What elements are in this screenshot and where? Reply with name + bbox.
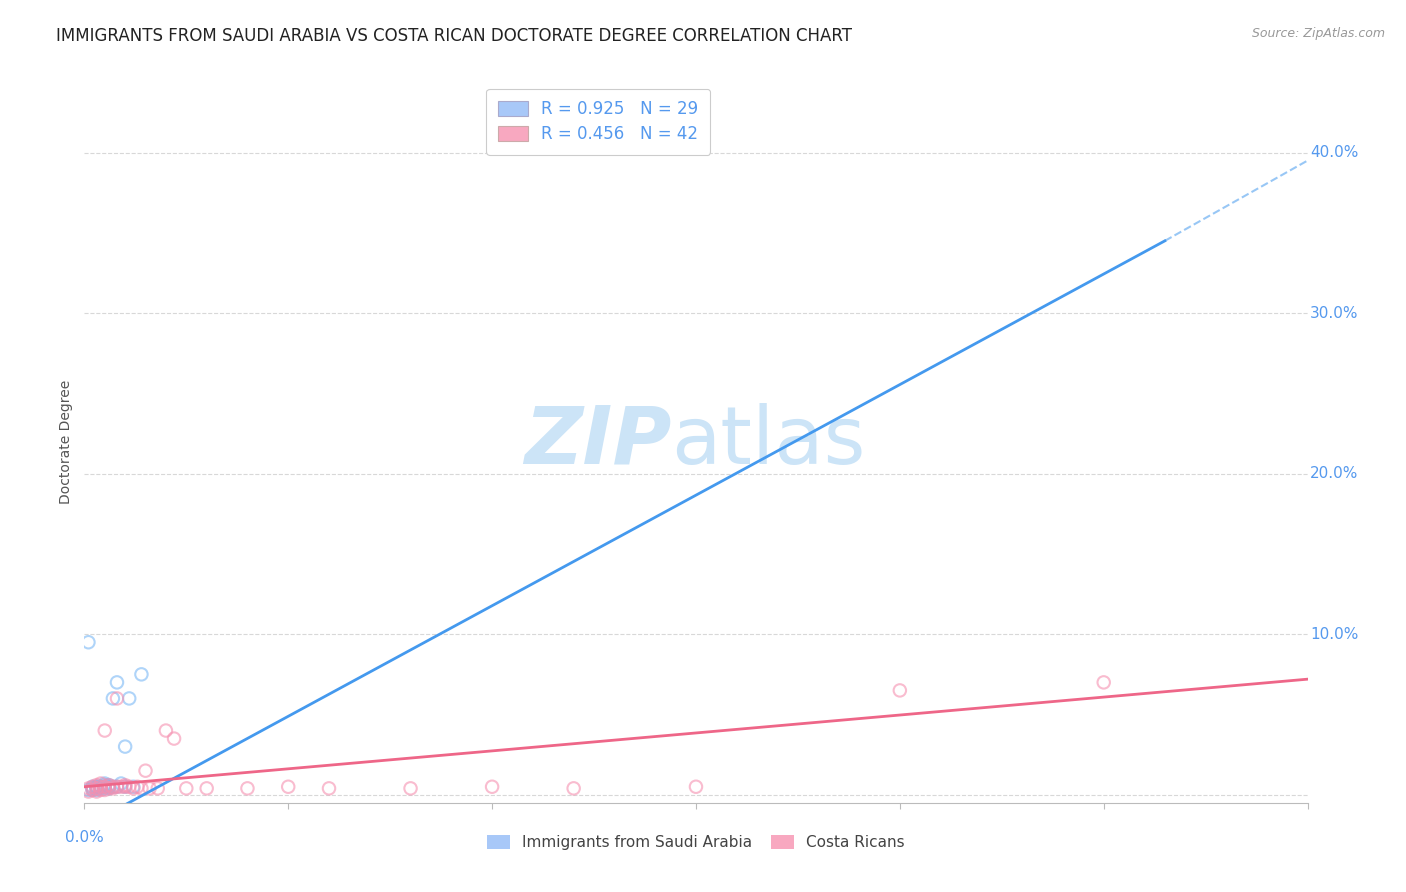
Point xyxy=(101,780,124,794)
Point xyxy=(127,780,149,794)
Point xyxy=(97,781,120,796)
Point xyxy=(118,691,141,706)
Point xyxy=(114,778,136,792)
Point xyxy=(101,781,124,796)
Point xyxy=(82,780,104,794)
Point xyxy=(86,780,108,794)
Point xyxy=(131,667,153,681)
Point xyxy=(101,780,124,794)
Point xyxy=(93,776,115,790)
Text: atlas: atlas xyxy=(672,402,866,481)
Point xyxy=(77,635,100,649)
Point xyxy=(90,783,112,797)
Point xyxy=(114,780,136,794)
Point xyxy=(481,780,503,794)
Point xyxy=(93,780,115,794)
Point xyxy=(90,780,112,794)
Point xyxy=(562,781,585,796)
Point xyxy=(93,723,115,738)
Legend: Immigrants from Saudi Arabia, Costa Ricans: Immigrants from Saudi Arabia, Costa Rica… xyxy=(481,830,911,856)
Point xyxy=(97,780,120,794)
Point xyxy=(399,781,422,796)
Point xyxy=(1092,675,1115,690)
Point xyxy=(163,731,186,746)
Point xyxy=(105,780,128,794)
Point xyxy=(195,781,218,796)
Point xyxy=(90,780,112,794)
Text: 20.0%: 20.0% xyxy=(1310,467,1358,481)
Point xyxy=(86,781,108,796)
Point xyxy=(77,784,100,798)
Text: Source: ZipAtlas.com: Source: ZipAtlas.com xyxy=(1251,27,1385,40)
Text: 30.0%: 30.0% xyxy=(1310,306,1358,320)
Point xyxy=(685,780,707,794)
Point xyxy=(82,780,104,794)
Point xyxy=(114,780,136,794)
Point xyxy=(97,778,120,792)
Point xyxy=(77,783,100,797)
Point xyxy=(93,780,115,794)
Point xyxy=(82,783,104,797)
Text: 0.0%: 0.0% xyxy=(65,830,104,846)
Point xyxy=(122,781,145,796)
Text: IMMIGRANTS FROM SAUDI ARABIA VS COSTA RICAN DOCTORATE DEGREE CORRELATION CHART: IMMIGRANTS FROM SAUDI ARABIA VS COSTA RI… xyxy=(56,27,852,45)
Point xyxy=(110,780,132,794)
Point xyxy=(97,781,120,796)
Point xyxy=(174,781,197,796)
Point xyxy=(86,783,108,797)
Point xyxy=(90,780,112,794)
Point xyxy=(82,783,104,797)
Point xyxy=(77,781,100,796)
Point xyxy=(90,781,112,796)
Point xyxy=(86,784,108,798)
Point xyxy=(318,781,340,796)
Point xyxy=(82,781,104,796)
Point xyxy=(236,781,259,796)
Point xyxy=(105,691,128,706)
Point xyxy=(105,780,128,794)
Text: 10.0%: 10.0% xyxy=(1310,627,1358,641)
Point xyxy=(86,781,108,796)
Text: ZIP: ZIP xyxy=(524,402,672,481)
Y-axis label: Doctorate Degree: Doctorate Degree xyxy=(59,379,73,504)
Point xyxy=(86,780,108,794)
Point xyxy=(131,781,153,796)
Point xyxy=(93,783,115,797)
Point xyxy=(118,780,141,794)
Point xyxy=(101,691,124,706)
Point xyxy=(135,764,157,778)
Point xyxy=(90,776,112,790)
Text: 40.0%: 40.0% xyxy=(1310,145,1358,160)
Point xyxy=(97,778,120,792)
Point xyxy=(138,781,160,796)
Point xyxy=(277,780,299,794)
Point xyxy=(93,781,115,796)
Point xyxy=(889,683,911,698)
Point xyxy=(122,780,145,794)
Point xyxy=(110,776,132,790)
Point xyxy=(146,781,169,796)
Point xyxy=(114,739,136,754)
Point xyxy=(155,723,177,738)
Point xyxy=(93,778,115,792)
Point xyxy=(86,778,108,792)
Point xyxy=(105,675,128,690)
